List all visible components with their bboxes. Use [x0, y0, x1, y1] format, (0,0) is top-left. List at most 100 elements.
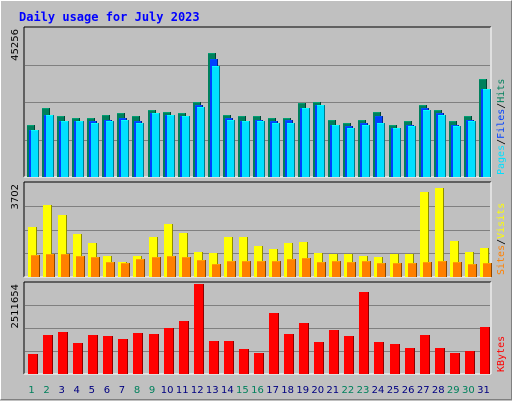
bar-kbytes-day-14	[224, 341, 234, 374]
bar-hits-day-25-top-edge	[389, 125, 396, 126]
bar-kbytes-day-15-top-edge	[239, 349, 248, 350]
bar-pages-day-28-right-edge	[445, 115, 446, 177]
bar-pages-day-31	[483, 89, 491, 177]
bar-kbytes-day-20-right-edge	[323, 342, 324, 374]
bar-pages-day-22-top-edge	[347, 128, 354, 129]
bar-pages-day-16-top-edge	[257, 121, 264, 122]
bar-pages-day-13-right-edge	[219, 66, 220, 177]
bar-kbytes-day-22-right-edge	[353, 336, 354, 374]
bar-kbytes-day-17	[269, 313, 279, 374]
bar-sites-day-14-right-edge	[235, 261, 236, 277]
bar-kbytes-day-26	[405, 348, 415, 374]
bar-sites-day-15-top-edge	[242, 261, 250, 262]
bar-pages-day-28-top-edge	[438, 115, 445, 116]
bar-sites-day-6-right-edge	[114, 262, 115, 277]
bar-sites-day-10-right-edge	[175, 256, 176, 277]
bar-hits-day-2-top-edge	[42, 108, 49, 109]
bar-kbytes-day-28-right-edge	[444, 348, 445, 374]
bar-kbytes-day-21	[329, 330, 339, 374]
legend-pages: Pages	[496, 145, 507, 175]
bar-pages-day-27-right-edge	[430, 110, 431, 177]
bar-sites-day-23-right-edge	[370, 261, 371, 277]
bar-kbytes-day-7-right-edge	[127, 339, 128, 374]
bar-sites-day-29-top-edge	[453, 262, 461, 263]
x-tick-label-day-18: 18	[281, 385, 294, 396]
bar-files-day-12-top-edge	[195, 105, 202, 106]
bar-kbytes-day-13	[209, 341, 219, 374]
legend-kbytes: KBytes	[496, 336, 507, 372]
bar-pages-day-17	[272, 123, 280, 177]
bar-pages-day-8-top-edge	[136, 123, 143, 124]
bar-pages-day-5-top-edge	[91, 123, 98, 124]
bar-files-day-26-top-edge	[406, 125, 413, 126]
bar-hits-day-8-top-edge	[132, 116, 139, 117]
bar-sites-day-9-top-edge	[152, 257, 160, 258]
bar-pages-day-22-right-edge	[354, 128, 355, 177]
bar-visits-day-27-right-edge	[428, 192, 429, 277]
bar-pages-day-1-right-edge	[38, 130, 39, 177]
bar-kbytes-day-5-top-edge	[88, 335, 97, 336]
bar-pages-day-20-right-edge	[324, 105, 325, 177]
bar-sites-day-18-right-edge	[295, 259, 296, 277]
panel-middle-max-label: 3702	[10, 184, 21, 209]
bar-kbytes-day-28-top-edge	[435, 348, 444, 349]
x-tick-label-day-14: 14	[221, 385, 234, 396]
bar-sites-day-11-top-edge	[182, 257, 190, 258]
bar-hits-day-4-top-edge	[72, 118, 79, 119]
bar-visits-day-2-right-edge	[51, 205, 52, 277]
bar-pages-day-11	[182, 116, 190, 177]
bar-pages-day-29-right-edge	[460, 126, 461, 177]
bar-visits-day-31-top-edge	[480, 248, 488, 249]
x-tick-label-day-19: 19	[296, 385, 309, 396]
bar-visits-day-2	[43, 205, 52, 277]
bar-sites-day-31	[483, 263, 492, 277]
bar-pages-day-15	[242, 121, 250, 177]
bar-sites-day-31-top-edge	[483, 263, 491, 264]
x-tick-label-day-30: 30	[462, 385, 475, 396]
bar-hits-day-30-top-edge	[464, 116, 471, 117]
bar-hits-day-27-top-edge	[419, 105, 426, 106]
x-tick-label-day-2: 2	[43, 385, 49, 396]
bar-pages-day-18	[287, 123, 295, 177]
x-tick-label-day-1: 1	[28, 385, 34, 396]
bar-kbytes-day-5	[88, 335, 98, 374]
bar-visits-day-3-right-edge	[66, 215, 67, 277]
bar-sites-day-14-top-edge	[227, 261, 235, 262]
bar-kbytes-day-12-top-edge	[194, 284, 203, 285]
bar-pages-day-6-right-edge	[113, 121, 114, 177]
bar-pages-day-6-top-edge	[106, 121, 113, 122]
bar-files-day-30-top-edge	[466, 120, 473, 121]
bar-hits-day-17-top-edge	[268, 118, 275, 119]
bar-pages-day-13-top-edge	[212, 66, 219, 67]
bar-visits-day-27	[420, 192, 429, 277]
panel-top-max-label: 45256	[10, 29, 21, 61]
bar-sites-day-13-right-edge	[220, 264, 221, 277]
bar-kbytes-day-9-right-edge	[158, 334, 159, 374]
bar-hits-day-7-top-edge	[117, 113, 124, 114]
bar-hits-day-29-top-edge	[449, 121, 456, 122]
bar-pages-day-11-top-edge	[182, 116, 189, 117]
x-tick-label-day-16: 16	[251, 385, 264, 396]
bar-visits-day-24-top-edge	[374, 257, 382, 258]
bar-sites-day-13	[212, 264, 221, 277]
bar-sites-day-27-right-edge	[431, 262, 432, 277]
bar-pages-day-23-right-edge	[369, 125, 370, 177]
bar-pages-day-25-right-edge	[400, 128, 401, 177]
panel-top-legend: Pages/Files/Hits	[496, 79, 507, 175]
bar-visits-day-5-top-edge	[88, 243, 96, 244]
legend-separator: /	[496, 139, 507, 145]
bar-kbytes-day-22-top-edge	[344, 336, 353, 337]
bar-pages-day-31-right-edge	[490, 89, 491, 177]
bar-kbytes-day-18-top-edge	[284, 334, 293, 335]
bar-visits-day-26-top-edge	[405, 254, 413, 255]
bar-sites-day-15	[242, 261, 251, 277]
bar-kbytes-day-11-top-edge	[179, 321, 188, 322]
bar-sites-day-29-right-edge	[461, 262, 462, 277]
bar-pages-day-15-top-edge	[242, 121, 249, 122]
bar-visits-day-22-top-edge	[344, 254, 352, 255]
bar-sites-day-5-top-edge	[91, 257, 99, 258]
bar-pages-day-8-right-edge	[143, 123, 144, 177]
bar-pages-day-1	[31, 130, 39, 177]
